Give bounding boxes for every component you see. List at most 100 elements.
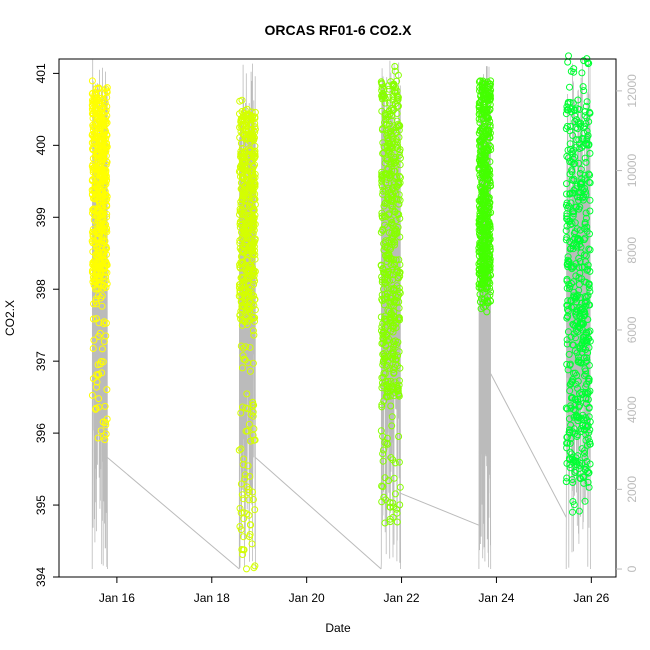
data-point bbox=[477, 283, 485, 291]
data-point bbox=[245, 496, 253, 504]
data-point bbox=[392, 299, 400, 306]
data-point bbox=[568, 265, 576, 273]
data-point bbox=[89, 161, 97, 169]
data-point bbox=[384, 184, 392, 192]
data-point bbox=[393, 266, 401, 274]
data-point bbox=[563, 336, 571, 344]
data-point bbox=[92, 133, 99, 141]
data-point bbox=[381, 370, 389, 378]
data-point bbox=[99, 269, 107, 276]
data-point bbox=[578, 178, 586, 186]
data-point bbox=[586, 301, 594, 309]
data-point bbox=[378, 212, 386, 220]
data-point bbox=[103, 84, 111, 92]
data-point bbox=[238, 122, 246, 130]
data-point bbox=[484, 252, 492, 260]
data-point bbox=[239, 111, 247, 119]
data-point bbox=[251, 317, 258, 325]
data-point bbox=[103, 143, 111, 151]
data-point bbox=[245, 261, 253, 269]
data-point bbox=[239, 195, 247, 203]
data-point bbox=[95, 229, 103, 237]
data-point bbox=[92, 295, 100, 303]
data-point bbox=[383, 337, 391, 345]
data-point bbox=[582, 370, 590, 378]
data-point bbox=[393, 518, 401, 526]
data-point bbox=[102, 319, 110, 327]
data-point bbox=[378, 401, 386, 409]
data-point bbox=[395, 211, 403, 218]
data-point bbox=[378, 498, 386, 506]
data-point bbox=[566, 127, 574, 135]
data-point bbox=[249, 488, 256, 496]
data-point bbox=[475, 110, 483, 118]
data-point bbox=[482, 211, 489, 219]
data-point bbox=[570, 189, 578, 197]
data-point bbox=[580, 308, 588, 316]
data-point bbox=[486, 89, 494, 97]
data-point bbox=[243, 390, 251, 398]
data-point bbox=[243, 234, 251, 242]
data-point bbox=[239, 551, 247, 558]
data-point bbox=[95, 395, 103, 403]
data-point bbox=[383, 293, 391, 300]
data-point bbox=[249, 134, 257, 142]
altitude-connector bbox=[255, 457, 382, 570]
data-point bbox=[585, 404, 593, 412]
data-point bbox=[98, 147, 106, 155]
data-point bbox=[569, 498, 577, 505]
data-point bbox=[485, 253, 493, 261]
data-point bbox=[92, 264, 100, 272]
data-point bbox=[390, 369, 398, 376]
data-point bbox=[382, 392, 390, 400]
data-point bbox=[477, 137, 484, 145]
data-point bbox=[568, 220, 576, 228]
data-point bbox=[236, 223, 244, 231]
y-tick-label: 397 bbox=[34, 351, 48, 371]
data-point bbox=[566, 170, 574, 178]
data-point bbox=[239, 288, 247, 296]
data-point bbox=[395, 381, 403, 389]
data-point bbox=[384, 270, 392, 278]
y-right-tick-label: 12000 bbox=[625, 74, 639, 108]
data-point bbox=[486, 167, 494, 175]
y-right-axis: 0 2000 4000 6000 8000 10000 12000 bbox=[616, 74, 639, 572]
data-point bbox=[386, 174, 394, 182]
data-point bbox=[565, 350, 573, 358]
data-point bbox=[574, 96, 582, 104]
data-point bbox=[396, 122, 404, 130]
data-point bbox=[96, 360, 104, 368]
data-point bbox=[581, 447, 589, 454]
data-point bbox=[244, 150, 252, 158]
data-point bbox=[485, 127, 493, 135]
data-point bbox=[483, 279, 491, 287]
data-point bbox=[567, 380, 575, 388]
data-point bbox=[477, 243, 485, 251]
data-point bbox=[245, 234, 253, 242]
data-point bbox=[92, 251, 100, 259]
data-point bbox=[571, 295, 579, 303]
data-point bbox=[571, 322, 579, 330]
data-point bbox=[568, 280, 575, 287]
data-point bbox=[478, 179, 486, 187]
data-point bbox=[385, 210, 393, 218]
data-point bbox=[576, 241, 584, 248]
data-point bbox=[89, 232, 97, 240]
data-point bbox=[389, 96, 397, 104]
data-point bbox=[483, 228, 491, 236]
data-point bbox=[484, 114, 492, 122]
data-point bbox=[584, 478, 592, 486]
data-point bbox=[572, 466, 580, 474]
data-point bbox=[569, 479, 577, 486]
data-point bbox=[88, 77, 96, 85]
data-point bbox=[566, 429, 574, 437]
data-point bbox=[576, 169, 584, 177]
data-point bbox=[98, 189, 105, 197]
data-point bbox=[586, 337, 594, 345]
data-point bbox=[90, 274, 98, 281]
data-point bbox=[476, 211, 484, 219]
data-point bbox=[103, 386, 111, 394]
data-point bbox=[575, 254, 583, 262]
data-point bbox=[570, 210, 577, 218]
data-point bbox=[380, 493, 388, 501]
